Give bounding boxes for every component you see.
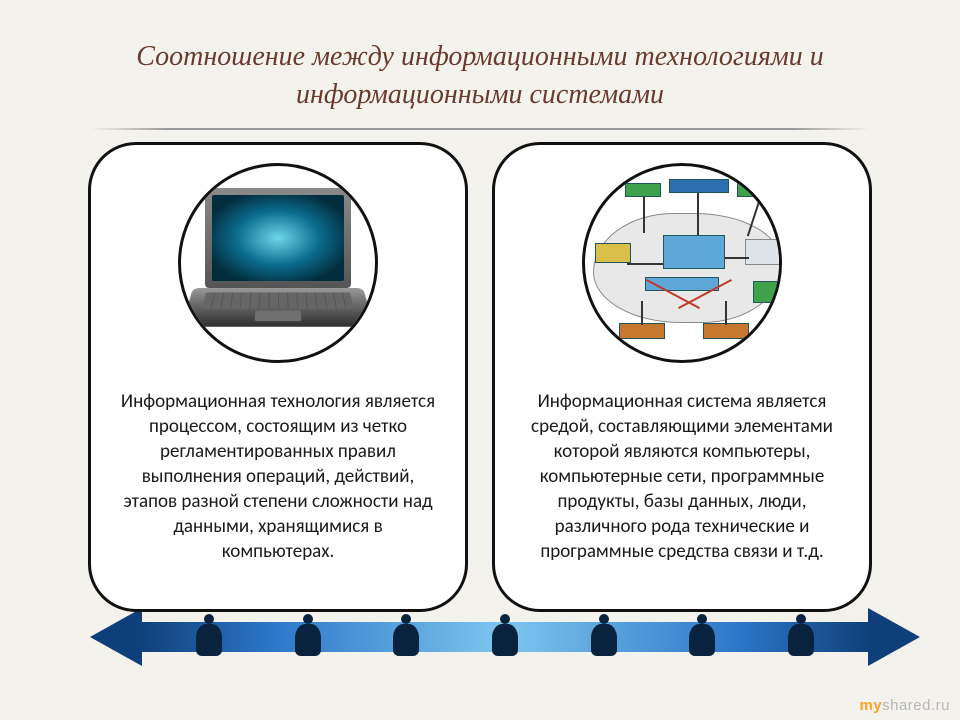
laptop-icon [193,188,363,338]
person-icon [589,612,619,656]
panel-left: Информационная технология является проце… [88,142,468,612]
person-icon [391,612,421,656]
person-icon [490,612,520,656]
silhouette-row [160,610,850,656]
person-icon [293,612,323,656]
watermark: myshared.ru [859,697,950,714]
person-icon [786,612,816,656]
panels-row: Информационная технология является проце… [0,142,960,612]
panel-right: Информационная система является средой, … [492,142,872,612]
arrow-head-left-icon [90,608,142,666]
panel-left-image-circle [178,163,378,363]
arrow-head-right-icon [868,608,920,666]
slide-title: Соотношение между информационными технол… [0,0,960,124]
panel-right-text: Информационная система является средой, … [517,389,847,565]
watermark-part1: my [859,697,882,714]
title-underline [90,128,870,130]
panel-right-image-circle [582,163,782,363]
person-icon [194,612,224,656]
network-diagram-icon [585,173,779,353]
panel-left-text: Информационная технология является проце… [113,389,443,565]
double-arrow [90,608,920,666]
watermark-part2: shared.ru [882,697,950,714]
person-icon [687,612,717,656]
